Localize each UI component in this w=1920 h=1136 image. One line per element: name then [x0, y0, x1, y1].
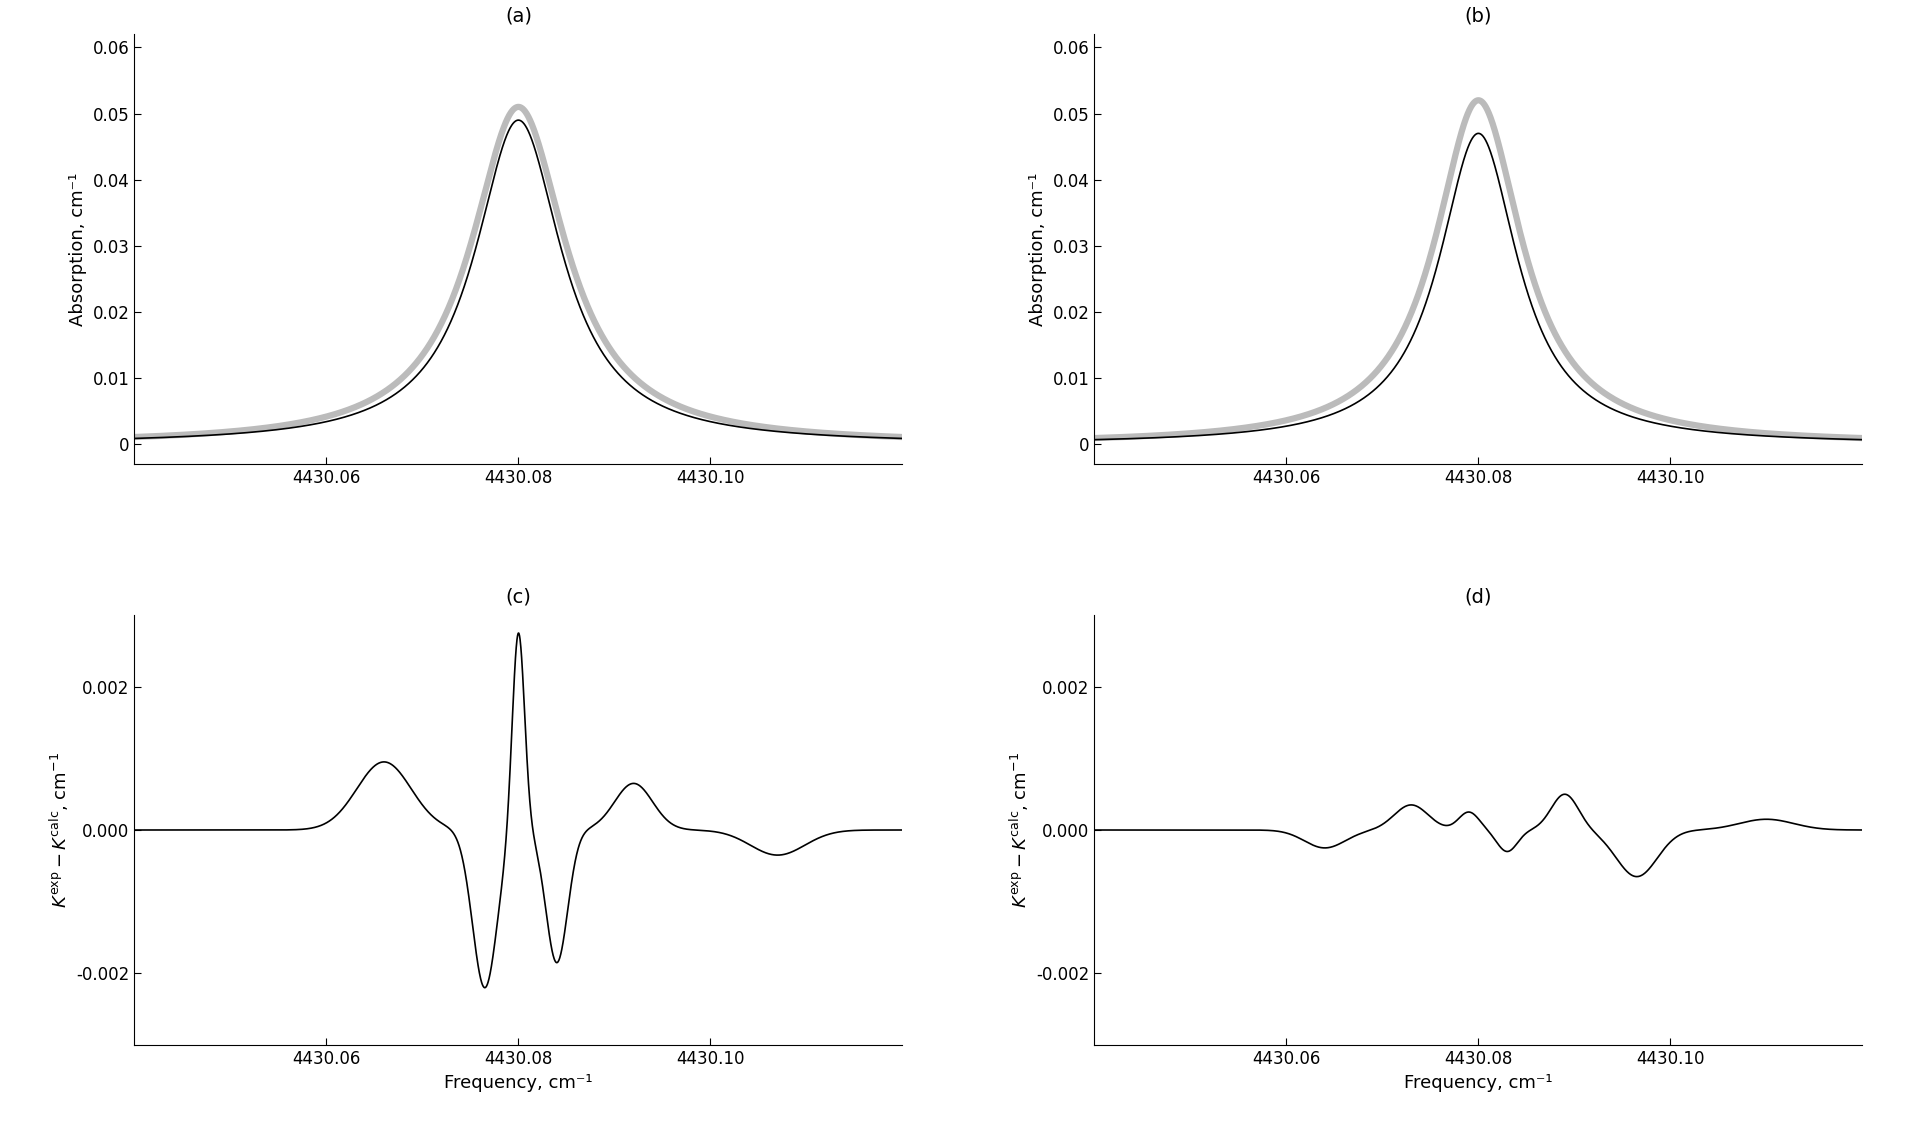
Y-axis label: $K^{\mathrm{exp}} - K^{\mathrm{calc}}$, cm$^{-1}$: $K^{\mathrm{exp}} - K^{\mathrm{calc}}$, …	[48, 752, 71, 908]
Text: (b): (b)	[1465, 7, 1492, 25]
Y-axis label: $K^{\mathrm{exp}} - K^{\mathrm{calc}}$, cm$^{-1}$: $K^{\mathrm{exp}} - K^{\mathrm{calc}}$, …	[1008, 752, 1031, 908]
Text: (d): (d)	[1465, 587, 1492, 607]
Y-axis label: Absorption, cm⁻¹: Absorption, cm⁻¹	[69, 173, 86, 326]
X-axis label: Frequency, cm⁻¹: Frequency, cm⁻¹	[1404, 1074, 1553, 1092]
Text: (a): (a)	[505, 7, 532, 25]
Y-axis label: Absorption, cm⁻¹: Absorption, cm⁻¹	[1029, 173, 1046, 326]
X-axis label: Frequency, cm⁻¹: Frequency, cm⁻¹	[444, 1074, 593, 1092]
Text: (c): (c)	[505, 587, 532, 607]
